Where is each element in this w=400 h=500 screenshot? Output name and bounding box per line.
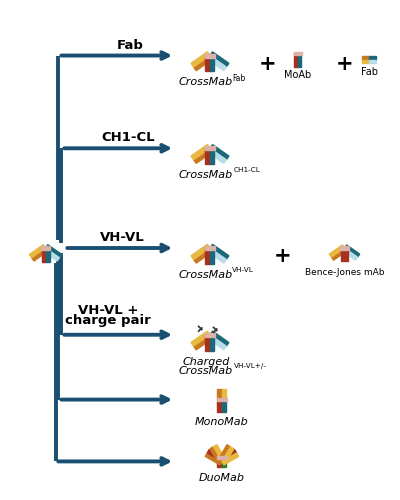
- Bar: [220, 450, 236, 462]
- Bar: [29, 244, 46, 258]
- Bar: [222, 456, 226, 468]
- Bar: [207, 450, 224, 462]
- Bar: [217, 456, 227, 459]
- Text: +: +: [336, 54, 353, 74]
- Bar: [207, 56, 226, 70]
- Bar: [362, 60, 370, 63]
- Text: +: +: [259, 54, 276, 74]
- Bar: [191, 52, 210, 67]
- Bar: [205, 54, 215, 58]
- Bar: [210, 446, 222, 464]
- Bar: [191, 144, 210, 160]
- Text: CH1-CL: CH1-CL: [234, 167, 261, 173]
- Bar: [344, 245, 360, 257]
- Bar: [205, 453, 222, 465]
- Bar: [206, 248, 210, 264]
- Text: CrossMab: CrossMab: [179, 78, 233, 88]
- Text: Fab: Fab: [361, 67, 378, 77]
- Bar: [222, 453, 238, 465]
- Bar: [32, 248, 48, 261]
- Bar: [207, 148, 226, 164]
- Bar: [362, 56, 370, 59]
- Text: Fab: Fab: [232, 74, 245, 84]
- Bar: [210, 248, 214, 264]
- Text: MonoMab: MonoMab: [195, 416, 249, 426]
- Bar: [340, 246, 349, 250]
- Bar: [205, 146, 215, 150]
- Bar: [370, 60, 376, 63]
- Text: Fab: Fab: [117, 38, 144, 52]
- Bar: [342, 248, 358, 260]
- Bar: [210, 56, 214, 72]
- Bar: [218, 388, 222, 400]
- Bar: [370, 56, 376, 59]
- Bar: [43, 248, 60, 261]
- Text: VH-VL: VH-VL: [100, 231, 145, 244]
- Bar: [218, 401, 222, 412]
- Bar: [41, 246, 50, 250]
- Bar: [207, 248, 226, 263]
- Bar: [210, 244, 229, 260]
- Text: Bence-Jones mAb: Bence-Jones mAb: [305, 268, 384, 277]
- Text: +: +: [274, 246, 292, 266]
- Text: CrossMab: CrossMab: [179, 270, 233, 280]
- Bar: [329, 245, 344, 257]
- Bar: [222, 401, 226, 412]
- Bar: [222, 388, 226, 400]
- Bar: [210, 144, 229, 160]
- Bar: [191, 331, 210, 346]
- Text: charge pair: charge pair: [66, 314, 151, 327]
- Text: DuoMab: DuoMab: [199, 474, 245, 484]
- Bar: [194, 148, 212, 164]
- Bar: [210, 335, 214, 350]
- Bar: [194, 248, 212, 263]
- Text: VH-VL: VH-VL: [232, 267, 254, 273]
- Bar: [332, 248, 347, 260]
- Bar: [46, 248, 50, 262]
- Bar: [206, 148, 210, 164]
- Bar: [214, 444, 225, 462]
- Bar: [194, 335, 212, 350]
- Bar: [205, 333, 215, 337]
- Text: CrossMab: CrossMab: [179, 170, 233, 180]
- Text: CrossMab: CrossMab: [179, 366, 233, 376]
- Bar: [218, 456, 222, 468]
- Bar: [218, 444, 230, 462]
- Bar: [294, 52, 302, 55]
- Bar: [205, 246, 215, 250]
- Bar: [194, 56, 212, 70]
- Bar: [210, 148, 214, 164]
- Text: Charged: Charged: [182, 356, 230, 366]
- Bar: [46, 244, 62, 258]
- Bar: [298, 52, 301, 66]
- Bar: [207, 335, 226, 350]
- Text: CH1-CL: CH1-CL: [102, 132, 155, 144]
- Bar: [42, 248, 46, 262]
- Bar: [210, 331, 229, 346]
- Bar: [344, 248, 348, 261]
- Bar: [222, 446, 234, 464]
- Text: VH-VL+/-: VH-VL+/-: [234, 362, 267, 368]
- Bar: [206, 335, 210, 350]
- Text: VH-VL +: VH-VL +: [78, 304, 138, 317]
- Bar: [294, 52, 298, 66]
- Bar: [341, 248, 344, 261]
- Bar: [217, 398, 227, 402]
- Bar: [191, 244, 210, 260]
- Text: MoAb: MoAb: [284, 70, 311, 81]
- Bar: [210, 52, 229, 67]
- Bar: [206, 56, 210, 72]
